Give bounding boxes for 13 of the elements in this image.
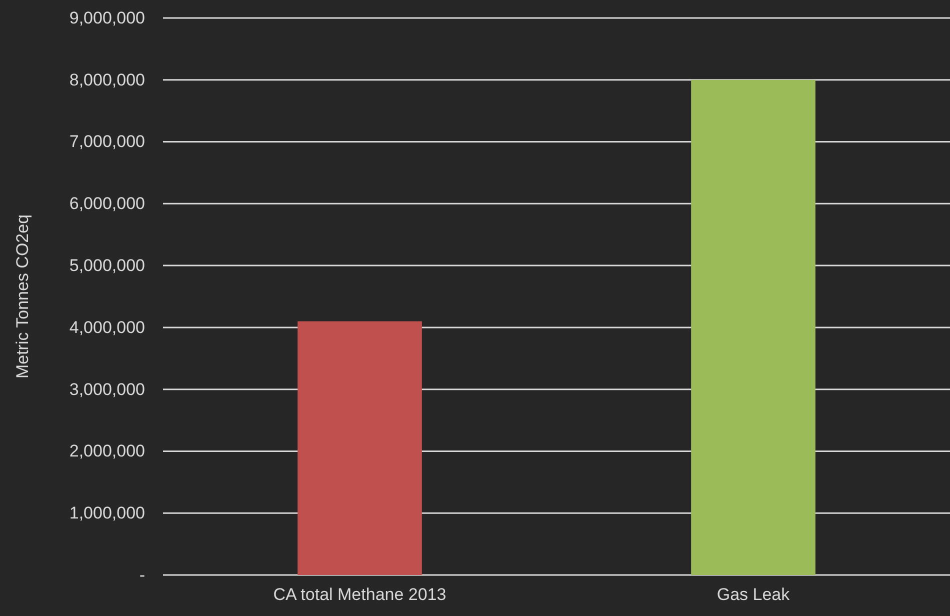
- y-tick-label: 8,000,000: [69, 70, 145, 90]
- y-tick-label: -: [139, 565, 145, 584]
- y-tick-label: 9,000,000: [69, 8, 145, 28]
- x-tick-label: Gas Leak: [716, 585, 790, 604]
- y-axis-title: Metric Tonnes CO2eq: [13, 214, 32, 379]
- y-tick-label: 1,000,000: [69, 504, 145, 523]
- x-tick-label: CA total Methane 2013: [273, 585, 446, 604]
- y-tick-label: 5,000,000: [69, 256, 145, 275]
- y-tick-label: 6,000,000: [69, 194, 145, 214]
- y-tick-label: 3,000,000: [69, 380, 145, 399]
- y-tick-label: 2,000,000: [69, 442, 145, 461]
- y-tick-label: 4,000,000: [69, 318, 145, 337]
- y-tick-label: 7,000,000: [69, 132, 145, 152]
